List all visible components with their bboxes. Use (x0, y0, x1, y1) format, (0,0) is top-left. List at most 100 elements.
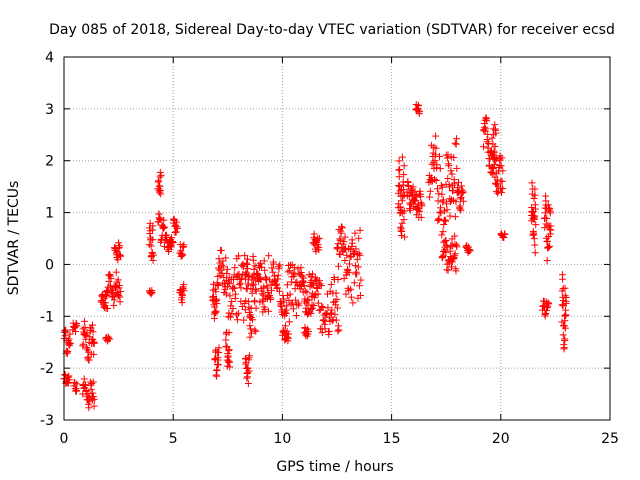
data-point (87, 324, 95, 332)
data-point (264, 307, 272, 315)
data-point (483, 117, 491, 125)
x-tick-label: 5 (169, 431, 178, 447)
plot-frame (63, 56, 611, 421)
data-point (73, 322, 81, 330)
data-point (305, 296, 313, 304)
data-point (417, 213, 425, 221)
data-point (532, 221, 540, 229)
data-point (543, 237, 551, 245)
data-point (224, 352, 232, 360)
data-point (297, 269, 305, 277)
data-point (436, 165, 444, 173)
data-point (101, 299, 109, 307)
data-point (325, 314, 333, 322)
data-point (334, 276, 342, 284)
data-point (348, 239, 356, 247)
data-point (482, 125, 490, 133)
data-point (277, 301, 285, 309)
data-point (443, 154, 451, 162)
data-point (260, 283, 268, 291)
data-point (442, 217, 450, 225)
data-point (439, 228, 447, 236)
data-point (434, 197, 442, 205)
data-point (561, 324, 569, 332)
data-point (79, 325, 87, 333)
data-point (426, 187, 434, 195)
data-point (315, 306, 323, 314)
data-point (212, 288, 220, 296)
data-point (258, 290, 266, 298)
data-point (85, 404, 93, 412)
data-point (148, 249, 156, 257)
data-point (434, 217, 442, 225)
data-point (457, 182, 465, 190)
data-point (426, 193, 434, 201)
data-point (497, 188, 505, 196)
data-point (531, 191, 539, 199)
data-point (241, 306, 249, 314)
data-point (416, 107, 424, 115)
data-point (228, 309, 236, 317)
data-point (560, 344, 568, 352)
data-point (433, 161, 441, 169)
data-point (222, 290, 230, 298)
y-tick-label: 1 (45, 206, 54, 222)
data-point (226, 292, 234, 300)
data-point (489, 150, 497, 158)
data-point (415, 102, 423, 110)
data-point (230, 284, 238, 292)
data-point (145, 241, 153, 249)
data-point (453, 164, 461, 172)
data-point (149, 236, 157, 244)
data-point (226, 313, 234, 321)
data-point (90, 395, 98, 403)
data-point (338, 224, 346, 232)
data-point (427, 178, 435, 186)
data-point (236, 279, 244, 287)
data-point (433, 185, 441, 193)
grid-lines (64, 57, 610, 420)
data-point (337, 229, 345, 237)
data-point (244, 380, 252, 388)
data-point (437, 209, 445, 217)
data-point (267, 294, 275, 302)
data-point (89, 328, 97, 336)
data-point (172, 228, 180, 236)
data-point (493, 176, 501, 184)
y-axis-label: SDTVAR / TECUs (6, 181, 22, 296)
data-point (398, 197, 406, 205)
data-point (324, 304, 332, 312)
data-point (335, 262, 343, 270)
data-point (395, 173, 403, 181)
data-point (104, 334, 112, 342)
data-point (242, 268, 250, 276)
data-point (455, 178, 463, 186)
data-point (435, 215, 443, 223)
data-point (545, 300, 553, 308)
data-point (346, 246, 354, 254)
data-point (489, 165, 497, 173)
data-point (543, 257, 551, 265)
data-point (180, 241, 188, 249)
data-point (491, 142, 499, 150)
data-point (333, 304, 341, 312)
data-point (149, 251, 157, 259)
data-point (437, 181, 445, 189)
data-point (286, 290, 294, 298)
data-point (117, 252, 125, 260)
y-tick-label: -3 (40, 413, 54, 429)
data-point (452, 198, 460, 206)
data-point (417, 199, 425, 207)
data-point (341, 256, 349, 264)
data-point (561, 284, 569, 292)
data-point (336, 235, 344, 243)
data-point (341, 233, 349, 241)
data-point (543, 214, 551, 222)
data-point (498, 154, 506, 162)
data-point (265, 252, 273, 260)
data-point (300, 274, 308, 282)
data-point (347, 285, 355, 293)
data-point (440, 196, 448, 204)
data-point (459, 197, 467, 205)
